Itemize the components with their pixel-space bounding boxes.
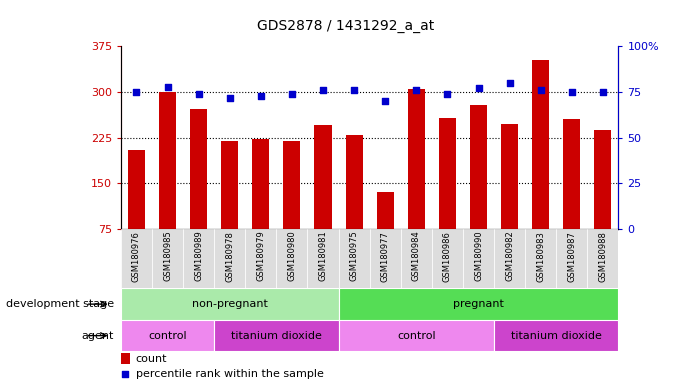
Bar [401,229,432,288]
Text: GSM180977: GSM180977 [381,231,390,281]
Point [286,91,297,97]
Point [317,87,329,93]
Bar [470,106,487,229]
Bar [556,229,587,288]
Bar [152,229,183,288]
Text: GSM180983: GSM180983 [536,231,545,281]
Bar [377,192,394,229]
Text: percentile rank within the sample: percentile rank within the sample [136,369,323,379]
Point [224,94,235,101]
Bar [159,92,176,229]
Text: control: control [397,331,435,341]
Point [349,87,360,93]
Bar [563,119,580,229]
Text: non-pregnant: non-pregnant [192,299,267,309]
Bar [439,118,456,229]
Text: GSM180987: GSM180987 [567,231,576,281]
Bar [128,150,145,229]
Bar [121,320,214,351]
Bar [221,141,238,229]
Point [504,80,515,86]
Text: GSM180986: GSM180986 [443,231,452,281]
Text: GSM180982: GSM180982 [505,231,514,281]
Text: GSM180990: GSM180990 [474,231,483,281]
Bar [494,229,525,288]
Bar [339,288,618,320]
Text: GSM180985: GSM180985 [163,231,172,281]
Text: GSM180976: GSM180976 [132,231,141,281]
Point [162,84,173,90]
Bar [594,131,612,229]
Bar [587,229,618,288]
Bar [283,141,301,229]
Point [473,85,484,91]
Point [380,98,391,104]
Text: GSM180979: GSM180979 [256,231,265,281]
Point [566,89,577,95]
Bar [346,135,363,229]
Text: GSM180984: GSM180984 [412,231,421,281]
Point [410,87,422,93]
Bar [245,229,276,288]
Point [442,91,453,97]
Text: GSM180980: GSM180980 [287,231,296,281]
Bar [314,125,332,229]
Text: GSM180978: GSM180978 [225,231,234,281]
Bar [214,320,339,351]
Bar [190,109,207,229]
Text: development stage: development stage [6,299,114,309]
Text: control: control [149,331,187,341]
Text: pregnant: pregnant [453,299,504,309]
Text: agent: agent [82,331,114,341]
Point [256,93,267,99]
Bar [525,229,556,288]
Bar [432,229,463,288]
Bar [370,229,401,288]
Bar [121,229,152,288]
Bar [214,229,245,288]
Bar [121,353,130,364]
Point [120,371,131,377]
Text: GDS2878 / 1431292_a_at: GDS2878 / 1431292_a_at [257,19,434,33]
Text: GSM180981: GSM180981 [319,231,328,281]
Bar [307,229,339,288]
Bar [252,139,269,229]
Bar [532,60,549,229]
Text: GSM180989: GSM180989 [194,231,203,281]
Text: titanium dioxide: titanium dioxide [511,331,602,341]
Text: GSM180988: GSM180988 [598,231,607,281]
Text: titanium dioxide: titanium dioxide [231,331,322,341]
Point [535,87,546,93]
Point [597,89,608,95]
Bar [183,229,214,288]
Point [131,89,142,95]
Bar [494,320,618,351]
Bar [408,89,425,229]
Point [193,91,205,97]
Bar [339,229,370,288]
Bar [339,320,494,351]
Bar [463,229,494,288]
Bar [121,288,339,320]
Text: GSM180975: GSM180975 [350,231,359,281]
Text: count: count [136,354,167,364]
Bar [276,229,307,288]
Bar [501,124,518,229]
